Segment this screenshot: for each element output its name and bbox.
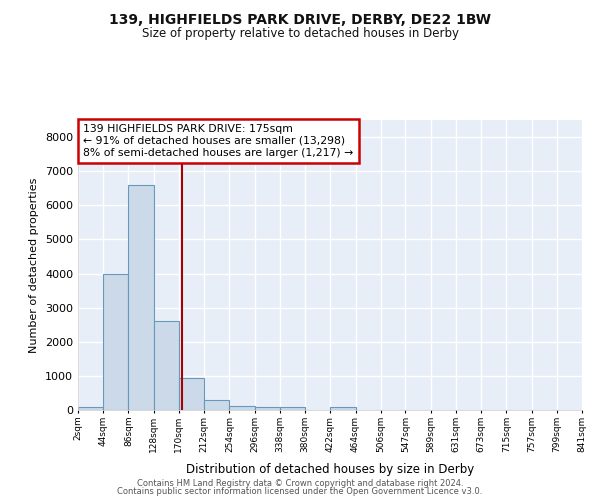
X-axis label: Distribution of detached houses by size in Derby: Distribution of detached houses by size … xyxy=(186,463,474,476)
Bar xyxy=(103,274,128,410)
Bar xyxy=(128,185,154,410)
Text: Size of property relative to detached houses in Derby: Size of property relative to detached ho… xyxy=(142,28,458,40)
Y-axis label: Number of detached properties: Number of detached properties xyxy=(29,178,40,352)
Bar xyxy=(254,406,280,410)
Bar xyxy=(280,408,305,410)
Text: 139 HIGHFIELDS PARK DRIVE: 175sqm
← 91% of detached houses are smaller (13,298)
: 139 HIGHFIELDS PARK DRIVE: 175sqm ← 91% … xyxy=(83,124,353,158)
Text: Contains public sector information licensed under the Open Government Licence v3: Contains public sector information licen… xyxy=(118,487,482,496)
Bar xyxy=(229,406,254,410)
Bar xyxy=(154,322,179,410)
Text: Contains HM Land Registry data © Crown copyright and database right 2024.: Contains HM Land Registry data © Crown c… xyxy=(137,478,463,488)
Text: 139, HIGHFIELDS PARK DRIVE, DERBY, DE22 1BW: 139, HIGHFIELDS PARK DRIVE, DERBY, DE22 … xyxy=(109,12,491,26)
Bar xyxy=(204,400,229,410)
Bar xyxy=(331,406,356,410)
Bar xyxy=(78,406,103,410)
Bar xyxy=(179,378,204,410)
